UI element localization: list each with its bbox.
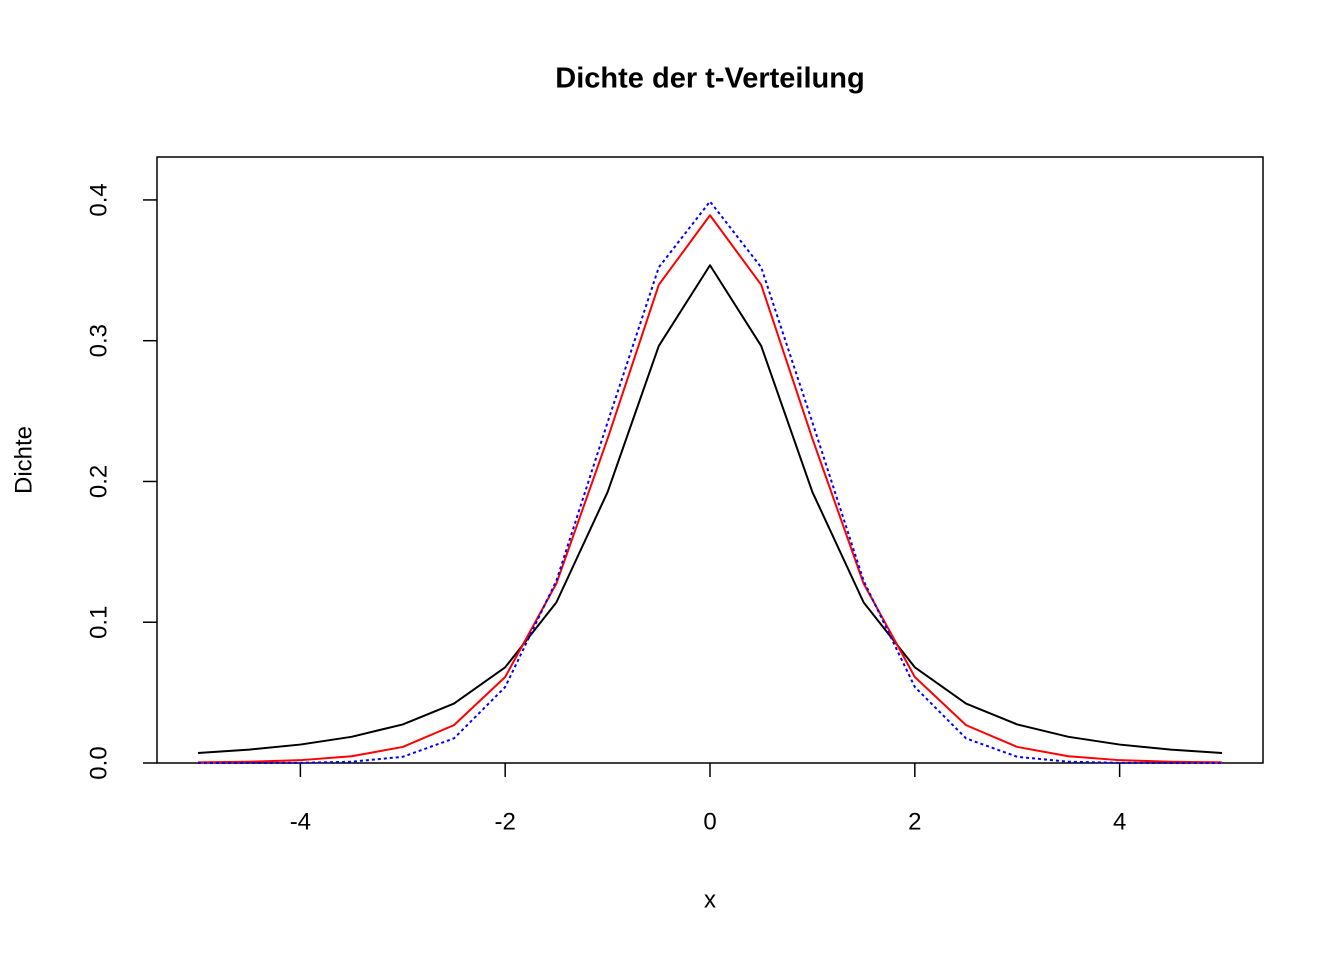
x-tick-label: -4 — [290, 808, 311, 835]
y-tick-label: 0.1 — [85, 606, 112, 639]
x-axis-label: x — [704, 886, 716, 913]
x-tick-label: 4 — [1113, 808, 1126, 835]
x-tick-label: 2 — [908, 808, 921, 835]
y-axis-label: Dichte — [10, 426, 37, 494]
density-line — [197, 200, 1223, 764]
y-tick-label: 0.2 — [85, 465, 112, 498]
y-tick-label: 0.4 — [85, 183, 112, 216]
y-tick-label: 0.0 — [85, 746, 112, 779]
chart-title: Dichte der t-Verteilung — [555, 63, 864, 95]
density-line — [197, 214, 1223, 764]
y-tick-label: 0.3 — [85, 324, 112, 357]
x-tick-label: 0 — [703, 808, 716, 835]
plot-frame — [156, 156, 1264, 764]
x-tick-label: -2 — [495, 808, 516, 835]
density-line — [197, 264, 1223, 755]
